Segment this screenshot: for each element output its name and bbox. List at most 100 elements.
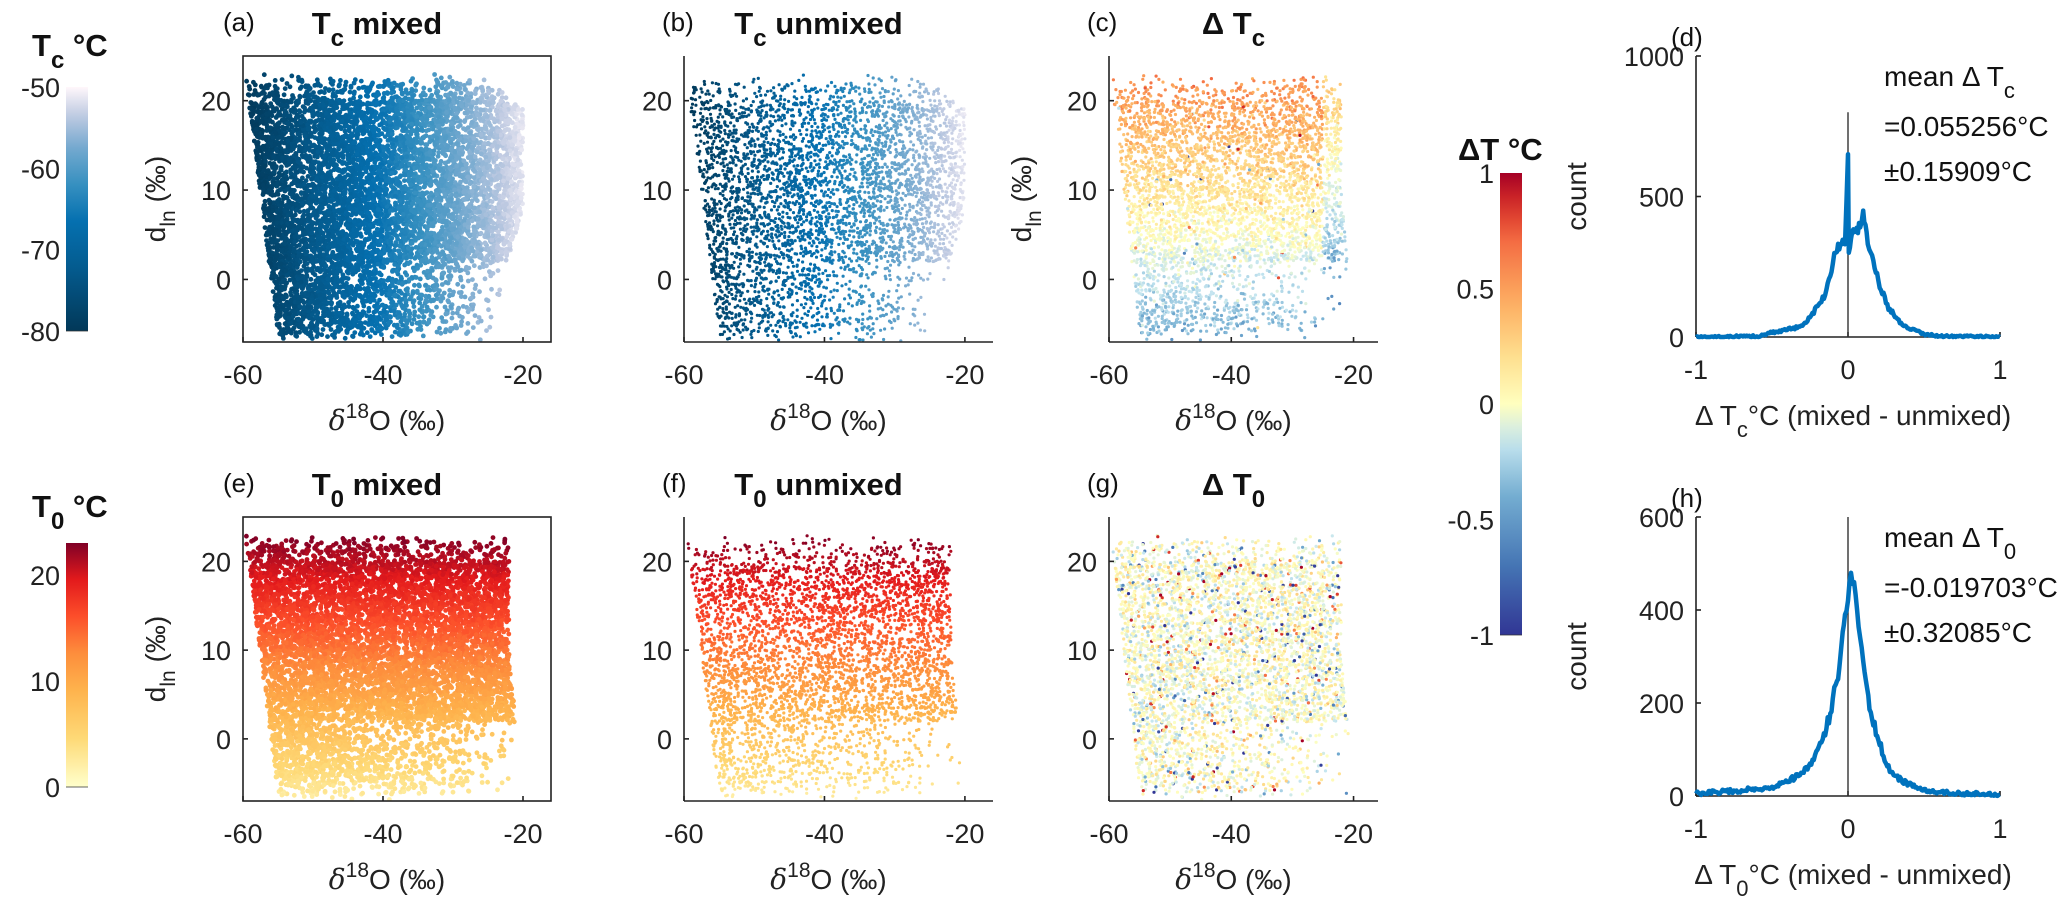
scatter-point [503, 257, 509, 263]
scatter-point [369, 250, 375, 255]
scatter-point [357, 94, 363, 100]
scatter-point [360, 281, 365, 286]
scatter-point [514, 112, 519, 117]
scatter-point [418, 262, 424, 268]
scatter-point [448, 127, 454, 133]
scatter-point [244, 78, 250, 84]
scatter-point [313, 94, 318, 100]
scatter-point [321, 252, 327, 258]
scatter-point [509, 236, 515, 242]
scatter-point [448, 304, 454, 309]
scatter-point [465, 278, 471, 284]
scatter-point [322, 90, 327, 95]
scatter-point [397, 174, 403, 180]
scatter-point [478, 318, 484, 324]
scatter-point [392, 243, 398, 249]
scatter-point [484, 328, 489, 333]
scatter-point [497, 193, 502, 199]
scatter-point [458, 90, 464, 96]
scatter-point [478, 230, 484, 236]
scatter-point [302, 118, 308, 123]
scatter-point [361, 303, 367, 309]
scatter-point [476, 145, 481, 151]
scatter-point [461, 83, 467, 88]
scatter-point [361, 84, 367, 90]
scatter-point [360, 129, 366, 134]
scatter-point [364, 298, 369, 304]
scatter-point [398, 332, 404, 338]
scatter-point [476, 315, 482, 320]
scatter-point [457, 122, 463, 128]
scatter-point [297, 247, 303, 253]
scatter-point [417, 283, 422, 289]
scatter-point [371, 119, 376, 125]
scatter-point [264, 238, 269, 244]
scatter-point [308, 276, 314, 282]
scatter-point [365, 94, 371, 99]
scatter-point [490, 152, 496, 157]
scatter-point [430, 268, 435, 273]
scatter-point [418, 327, 424, 332]
scatter-point [495, 268, 501, 273]
scatter-point [427, 273, 433, 278]
scatter-point [358, 78, 364, 84]
scatter-point [519, 112, 525, 118]
scatter-point [305, 174, 311, 179]
scatter-point [371, 263, 377, 269]
scatter-point [423, 308, 429, 314]
scatter-point [389, 334, 395, 339]
scatter-point [262, 198, 268, 204]
scatter-point [482, 240, 488, 246]
scatter-point [445, 84, 450, 90]
scatter-point [445, 243, 451, 249]
scatter-point [499, 249, 504, 255]
scatter-point [318, 209, 324, 215]
scatter-point [442, 304, 448, 310]
scatter-point [410, 229, 415, 235]
scatter-point [288, 171, 294, 176]
scatter-point [454, 325, 460, 331]
scatter-point [513, 230, 518, 235]
scatter-point [274, 322, 280, 327]
scatter-point [411, 304, 417, 309]
scatter-point [393, 200, 398, 206]
scatter-point [326, 300, 331, 306]
scatter-point [487, 324, 493, 330]
scatter-point [438, 298, 444, 304]
scatter-point [402, 292, 408, 298]
scatter-point [473, 121, 479, 127]
scatter-point [450, 310, 456, 316]
scatter-point [471, 263, 477, 269]
scatter-point [481, 77, 487, 83]
scatter-point [416, 314, 422, 320]
scatter-point [433, 158, 438, 163]
scatter-point [503, 249, 509, 255]
scatter-point [301, 212, 307, 218]
scatter-point [462, 110, 468, 116]
scatter-point [484, 297, 489, 303]
scatter-point [343, 83, 348, 88]
scatter-point [335, 89, 340, 95]
scatter-point [424, 304, 430, 310]
scatter-point [317, 89, 322, 95]
scatter-point [392, 329, 398, 335]
scatter-point [338, 78, 343, 83]
scatter-point [477, 337, 483, 342]
scatter-point [417, 276, 423, 282]
scatter-point [367, 334, 373, 339]
scatter-point [486, 307, 491, 313]
scatter-point [377, 138, 383, 144]
scatter-point [465, 90, 471, 96]
scatter-point [434, 304, 439, 310]
scatter-point [297, 86, 303, 91]
scatter-point [261, 72, 267, 78]
scatter-point [420, 170, 425, 176]
scatter-point [271, 245, 276, 250]
scatter-point [396, 288, 402, 294]
scatter-point [470, 325, 476, 330]
scatter-point [414, 126, 420, 132]
scatter-point [304, 249, 310, 255]
scatter-point [404, 321, 410, 326]
scatter-point [436, 150, 442, 155]
